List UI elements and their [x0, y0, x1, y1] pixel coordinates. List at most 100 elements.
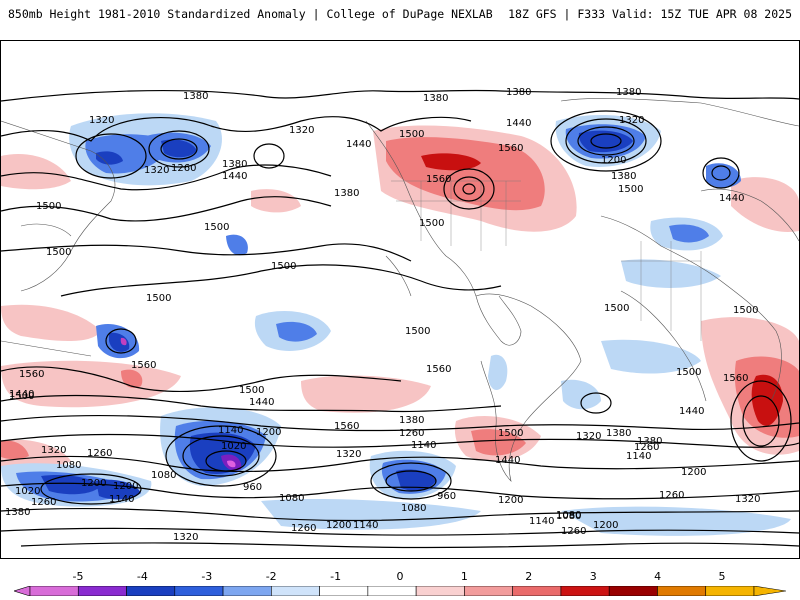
colorbar-segment	[415, 586, 465, 596]
contour-label: 1080	[279, 493, 304, 504]
contour-label: 1440	[679, 406, 704, 417]
height-contours	[1, 89, 799, 549]
contour-label: 1080	[556, 510, 581, 521]
contour-label: 1440	[222, 171, 247, 182]
contour-label: 1260	[171, 163, 196, 174]
contour-label: 1500	[399, 129, 424, 140]
colorbar-segment	[77, 586, 127, 596]
colorbar-segment	[126, 586, 176, 596]
contour-label: 1380	[506, 87, 531, 98]
colorbar-segment	[705, 586, 755, 596]
contour-label: 1440	[9, 389, 34, 400]
contour-label: 1320	[735, 494, 760, 505]
colorbar-segment	[319, 586, 369, 596]
contour-label: 1260	[87, 448, 112, 459]
contour-label: 1200	[593, 520, 618, 531]
contour-label: 1080	[556, 511, 581, 522]
colorbar-min-arrow	[14, 586, 31, 596]
contour-label: 1380	[606, 428, 631, 439]
colorbar-segment	[367, 586, 417, 596]
contour-label: 1080	[151, 470, 176, 481]
colorbar-tick-label: 5	[718, 570, 726, 583]
map-panel[interactable]: 1380 1380 1380 1380 1320 1320 1320 1440 …	[0, 40, 800, 559]
colorbar-segment	[608, 586, 658, 596]
contour-label: 1140	[109, 494, 134, 505]
colorbar-tick-label: -4	[136, 570, 148, 583]
contour-label: 1260	[659, 490, 684, 501]
contour-label: 1320	[336, 449, 361, 460]
contour-label: 1140	[353, 520, 378, 531]
contour-label: 1140	[218, 425, 243, 436]
colorbar-legend: -5 -4 -3 -2 -1 0 1 2 3 4 5	[0, 570, 800, 600]
colorbar-segment	[271, 586, 320, 596]
contour-label: 1500	[498, 428, 523, 439]
contour-label: 1320	[576, 431, 601, 442]
product-title: 850mb Height 1981-2010 Standardized Anom…	[8, 7, 493, 21]
colorbar-segment	[29, 586, 79, 596]
contour-label: 1560	[426, 364, 451, 375]
contour-label: 1500	[419, 218, 444, 229]
contour-label: 1200	[681, 467, 706, 478]
colorbar-segment	[174, 586, 224, 596]
contour-label: 1380	[637, 436, 662, 447]
colorbar-segment	[512, 586, 562, 596]
contour-label: 1200	[113, 481, 138, 492]
contour-label: 1380	[423, 93, 448, 104]
contour-label: 1500	[676, 367, 701, 378]
colorbar-tick-label: -2	[265, 570, 277, 583]
contour-label: 1260	[31, 497, 56, 508]
contour-label: 1320	[41, 445, 66, 456]
contour-label: 1320	[289, 125, 314, 136]
contour-label: 1500	[618, 184, 643, 195]
contour-label: 1380	[399, 415, 424, 426]
contour-label: 1500	[733, 305, 758, 316]
model-run-info: 18Z GFS | F333 Valid: 15Z TUE APR 08 202…	[508, 7, 792, 21]
contour-label: 1320	[89, 115, 114, 126]
contour-label: 1140	[411, 440, 436, 451]
contour-label: 1260	[291, 523, 316, 534]
anomaly-map[interactable]: 1380 1380 1380 1380 1320 1320 1320 1440 …	[1, 41, 799, 558]
contour-label: 1500	[36, 201, 61, 212]
colorbar-tick-label: 2	[525, 570, 533, 583]
contour-label: 1260	[634, 442, 659, 453]
contour-label: 1560	[723, 373, 748, 384]
contour-label: 1140	[626, 451, 651, 462]
colorbar-max-arrow	[753, 586, 786, 596]
colorbar-tick-label: 3	[589, 570, 597, 583]
contour-label: 1200	[326, 520, 351, 531]
contour-label: 1500	[46, 247, 71, 258]
colorbar-segment	[560, 586, 610, 596]
contour-label: 1320	[619, 115, 644, 126]
contour-label: 1080	[56, 460, 81, 471]
contour-label: 1560	[19, 369, 44, 380]
contour-label: 1440	[719, 193, 744, 204]
contour-label: 1380	[334, 188, 359, 199]
contour-label: 1500	[204, 222, 229, 233]
contour-label: 1440	[249, 397, 274, 408]
contour-label: 1500	[9, 391, 34, 402]
colorbar-tick-label: -1	[330, 570, 342, 583]
colorbar-tick-label: 4	[654, 570, 662, 583]
colorbar-strip	[14, 586, 786, 596]
contour-label: 1440	[495, 455, 520, 466]
contour-label: 1320	[144, 165, 169, 176]
colorbar-segment	[222, 586, 272, 596]
contour-label: 1200	[81, 478, 106, 489]
contour-label: 1140	[529, 516, 554, 527]
political-borders	[391, 180, 702, 341]
contour-label: 1380	[616, 87, 641, 98]
contour-label: 1380	[222, 159, 247, 170]
contour-label: 1260	[561, 526, 586, 537]
header: 850mb Height 1981-2010 Standardized Anom…	[0, 0, 800, 32]
colorbar-tick-label: 0	[396, 570, 404, 583]
colorbar-segment	[464, 586, 513, 596]
contour-label: 1500	[146, 293, 171, 304]
contour-label: 1020	[221, 441, 246, 452]
contour-label: 1260	[399, 428, 424, 439]
contour-label: 1200	[256, 427, 281, 438]
contour-label: 1380	[183, 91, 208, 102]
contour-labels: 1380 1380 1380 1380 1320 1320 1320 1440 …	[5, 87, 760, 543]
contour-label: 1320	[173, 532, 198, 543]
contour-label: 1500	[604, 303, 629, 314]
colorbar-tick-label: -5	[72, 570, 84, 583]
